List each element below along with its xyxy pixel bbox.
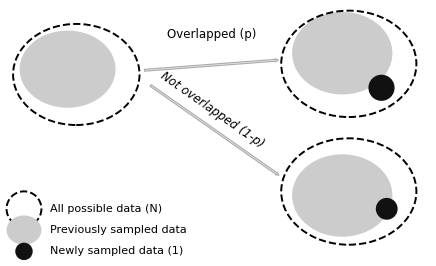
Text: All possible data (N): All possible data (N) <box>50 204 162 214</box>
Text: Previously sampled data: Previously sampled data <box>50 225 187 235</box>
FancyArrowPatch shape <box>150 85 279 175</box>
Text: Newly sampled data (1): Newly sampled data (1) <box>50 246 184 256</box>
Text: Not overlapped (1-p): Not overlapped (1-p) <box>158 70 266 151</box>
Ellipse shape <box>20 31 116 108</box>
Ellipse shape <box>15 243 33 260</box>
Ellipse shape <box>7 215 41 245</box>
Text: Overlapped (p): Overlapped (p) <box>167 28 256 41</box>
Ellipse shape <box>376 198 398 220</box>
Ellipse shape <box>292 12 392 94</box>
Ellipse shape <box>292 154 392 237</box>
Ellipse shape <box>368 75 395 101</box>
FancyArrowPatch shape <box>144 59 279 71</box>
